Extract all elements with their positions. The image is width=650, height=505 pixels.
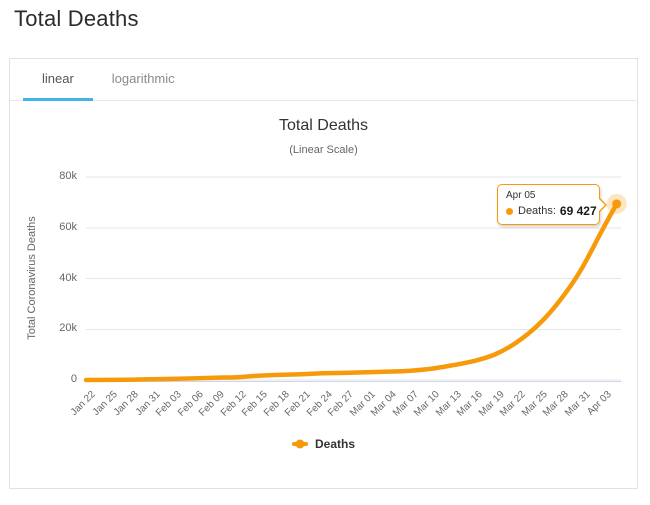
tooltip-row: Deaths: 69 427 <box>506 204 597 218</box>
y-tick-label: 60k <box>59 220 77 233</box>
tooltip: Apr 05 Deaths: 69 427 <box>497 184 607 225</box>
y-tick-label: 20k <box>59 322 77 335</box>
tab-linear[interactable]: linear <box>23 59 93 101</box>
legend-line-icon <box>291 439 308 449</box>
y-tick-label: 0 <box>70 373 77 385</box>
y-tick-label: 40k <box>59 271 77 284</box>
series-dot-icon <box>506 207 513 215</box>
legend: Deaths <box>10 437 637 451</box>
tooltip-series-label: Deaths: <box>518 205 556 217</box>
chart-subtitle: (Linear Scale) <box>289 144 358 156</box>
tab-bar: linear logarithmic <box>10 59 637 101</box>
y-tick-label: 80k <box>59 170 77 182</box>
legend-item-deaths[interactable]: Deaths <box>291 437 355 451</box>
highlighted-point-marker[interactable] <box>612 199 622 209</box>
tooltip-callout-arrow-fill <box>598 197 605 212</box>
tooltip-value: 69 427 <box>559 204 597 218</box>
chart-title: Total Deaths <box>279 117 368 134</box>
deaths-line-series[interactable] <box>83 201 619 383</box>
page-title: Total Deaths <box>14 6 139 31</box>
legend-marker-dot-icon <box>295 439 305 449</box>
tab-logarithmic[interactable]: logarithmic <box>111 71 175 86</box>
chart-region: Total Deaths (Linear Scale) Total Corona… <box>10 101 637 488</box>
tooltip-date: Apr 05 <box>506 190 536 201</box>
chart-panel: linear logarithmic Total Deaths (Linear … <box>9 58 638 489</box>
plot-area <box>83 176 627 383</box>
legend-label: Deaths <box>314 437 355 451</box>
